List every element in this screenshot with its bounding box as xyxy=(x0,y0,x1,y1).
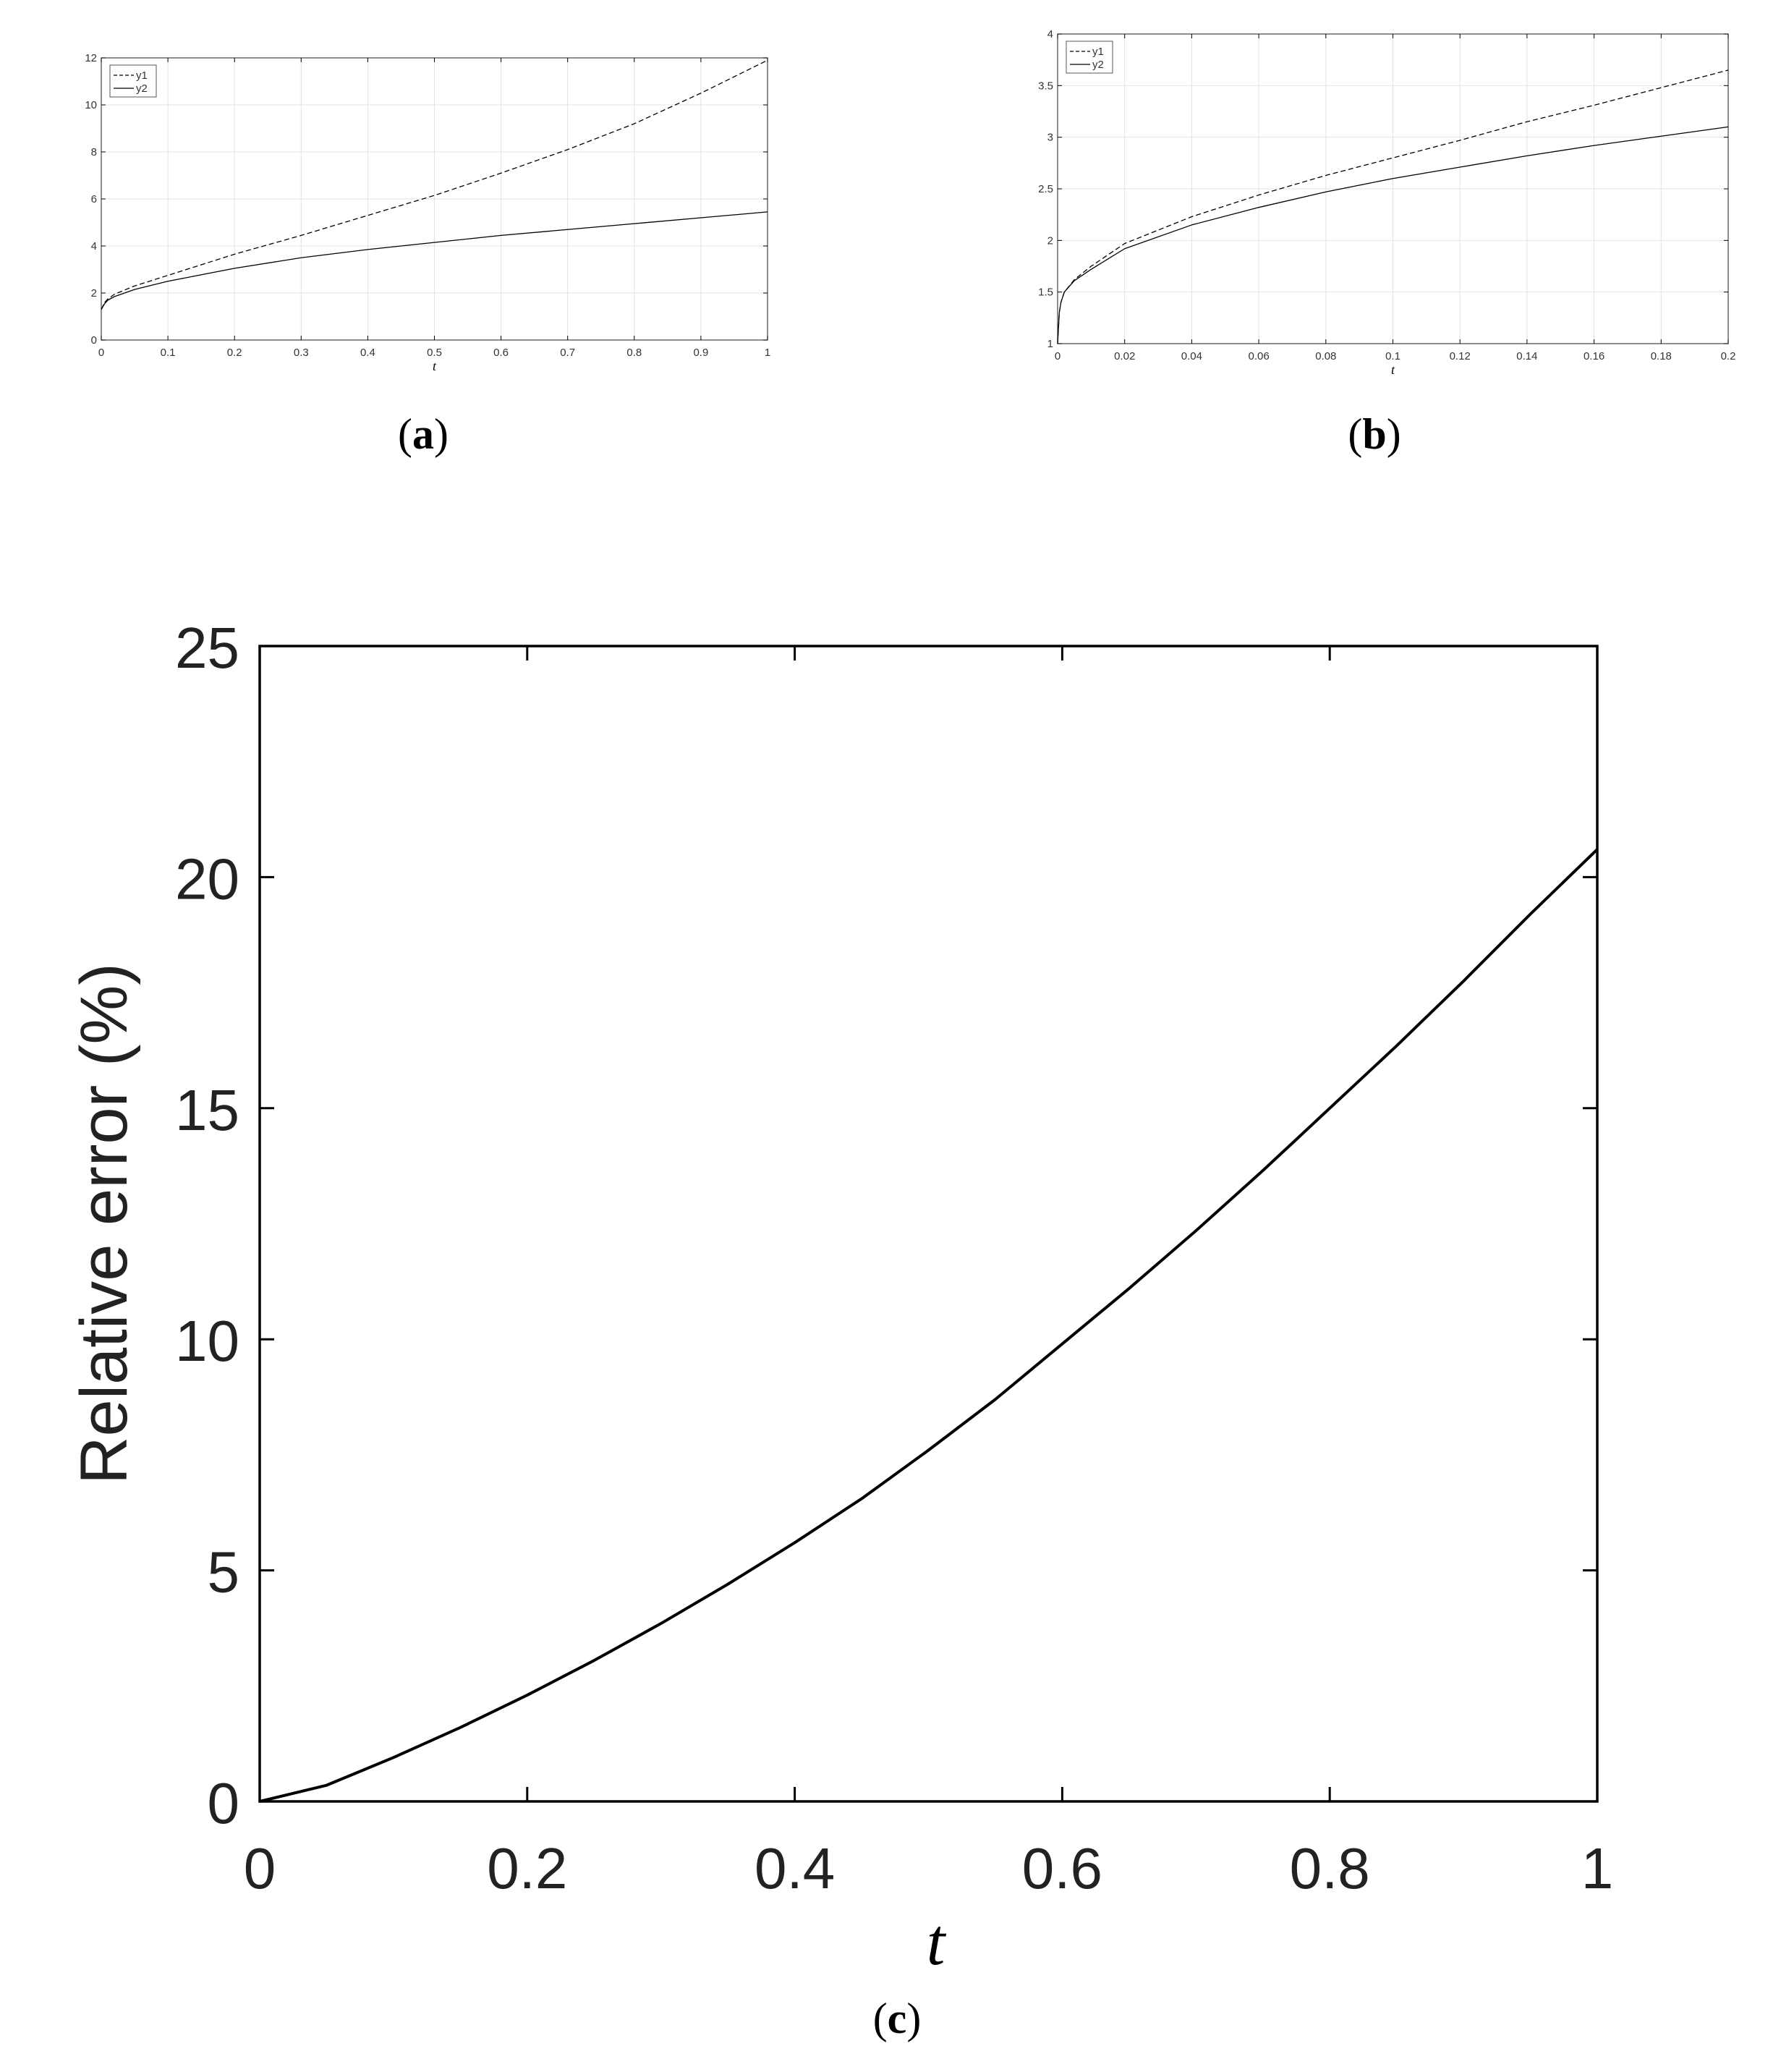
x-tick-label: 0.4 xyxy=(755,1836,835,1901)
x-tick-label: 0.02 xyxy=(1114,350,1135,362)
chart-panel-a: 0 0.1 0.2 0.3 0.4 0.5 0.6 0.7 0.8 0.9 1024681012ty… xyxy=(85,52,770,458)
x-tick-label: 0.2 xyxy=(227,347,242,359)
chart-panel-b: 0 0.02 0.04 0.06 0.08 0.1 0.12 0.14 0.16 0.18 0.2 1… xyxy=(1038,28,1735,458)
series-line-y1 xyxy=(101,59,768,310)
y-tick-label: 4 xyxy=(1047,28,1053,41)
x-tick-label: 0.1 xyxy=(1385,350,1400,362)
y-tick-label: 8 xyxy=(91,146,97,158)
x-tick-label: 0.06 xyxy=(1248,350,1269,362)
x-tick-label: 0.3 xyxy=(294,347,309,359)
legend-label-y1: y1 xyxy=(1092,46,1104,58)
panel-caption: (c) xyxy=(873,1995,922,2042)
x-tick-label: 0.1 xyxy=(161,347,176,359)
y-tick-label: 5 xyxy=(208,1540,240,1605)
y-tick-label: 25 xyxy=(175,616,239,680)
caption-open-paren: ( xyxy=(1348,410,1362,458)
panel-caption: (b) xyxy=(1348,410,1400,458)
legend-label-y2: y2 xyxy=(136,82,148,95)
y-tick-label: 1.5 xyxy=(1038,286,1053,299)
x-tick-label: 0.8 xyxy=(1290,1836,1370,1901)
y-tick-label: 3 xyxy=(1047,132,1053,144)
x-tick-label: 0 xyxy=(98,347,104,359)
caption-close-paren: ) xyxy=(1387,410,1401,458)
y-tick-label: 1 xyxy=(1047,338,1053,350)
y-tick-label: 6 xyxy=(91,193,97,205)
x-tick-label: 0.5 xyxy=(427,347,442,359)
caption-close-paren: ) xyxy=(906,1995,921,2042)
x-tick-label: 1 xyxy=(1581,1836,1614,1901)
y-tick-label: 2 xyxy=(1047,234,1053,247)
y-tick-label: 10 xyxy=(85,99,97,111)
x-axis-label: t xyxy=(1391,362,1395,377)
y-tick-label: 0 xyxy=(91,334,97,347)
y-tick-label: 2.5 xyxy=(1038,183,1053,195)
legend-label-y2: y2 xyxy=(1092,59,1104,71)
legend-box xyxy=(1066,41,1113,74)
y-tick-label: 2 xyxy=(91,287,97,300)
caption-close-paren: ) xyxy=(434,410,449,458)
y-tick-label: 15 xyxy=(175,1078,239,1142)
legend-box xyxy=(109,64,157,98)
x-tick-label: 0 xyxy=(244,1836,276,1901)
x-tick-label: 0.9 xyxy=(693,347,708,359)
x-tick-label: 0.7 xyxy=(560,347,575,359)
plot-frame xyxy=(258,645,1599,1803)
y-tick-label: 3.5 xyxy=(1038,80,1053,92)
x-tick-label: 0.2 xyxy=(1721,350,1736,362)
x-tick-label: 0.18 xyxy=(1651,350,1672,362)
x-tick-label: 0.16 xyxy=(1584,350,1604,362)
legend-label-y1: y1 xyxy=(136,69,148,82)
caption-open-paren: ( xyxy=(398,410,412,458)
series-line-y2 xyxy=(101,211,768,310)
x-axis-label: t xyxy=(433,359,437,373)
y-tick-label: 12 xyxy=(85,52,97,64)
caption-letter: c xyxy=(888,1995,907,2042)
panel-caption: (a) xyxy=(398,410,449,458)
x-tick-label: 0.6 xyxy=(1022,1836,1102,1901)
x-tick-label: 0.12 xyxy=(1450,350,1471,362)
y-tick-label: 20 xyxy=(175,846,239,911)
x-tick-label: 0.2 xyxy=(487,1836,567,1901)
x-tick-label: 0 xyxy=(1055,350,1060,362)
x-axis-label: t xyxy=(927,1905,947,1979)
y-tick-label: 0 xyxy=(208,1771,240,1835)
x-tick-label: 0.6 xyxy=(493,347,509,359)
series-line-y1 xyxy=(1057,69,1729,344)
caption-open-paren: ( xyxy=(873,1995,888,2042)
x-tick-label: 0.4 xyxy=(360,347,375,359)
x-tick-label: 0.08 xyxy=(1315,350,1336,362)
caption-letter: a xyxy=(412,410,434,458)
y-tick-label: 10 xyxy=(175,1309,239,1373)
x-tick-label: 0.04 xyxy=(1181,350,1202,362)
x-tick-label: 1 xyxy=(765,347,770,359)
x-tick-label: 0.14 xyxy=(1516,350,1537,362)
x-tick-label: 0.8 xyxy=(626,347,642,359)
y-tick-label: 4 xyxy=(91,240,97,252)
caption-letter: b xyxy=(1362,410,1386,458)
series-line-relative-error xyxy=(259,848,1599,1803)
series-line-y2 xyxy=(1057,126,1729,344)
y-axis-label: Relative error (%) xyxy=(67,963,141,1485)
